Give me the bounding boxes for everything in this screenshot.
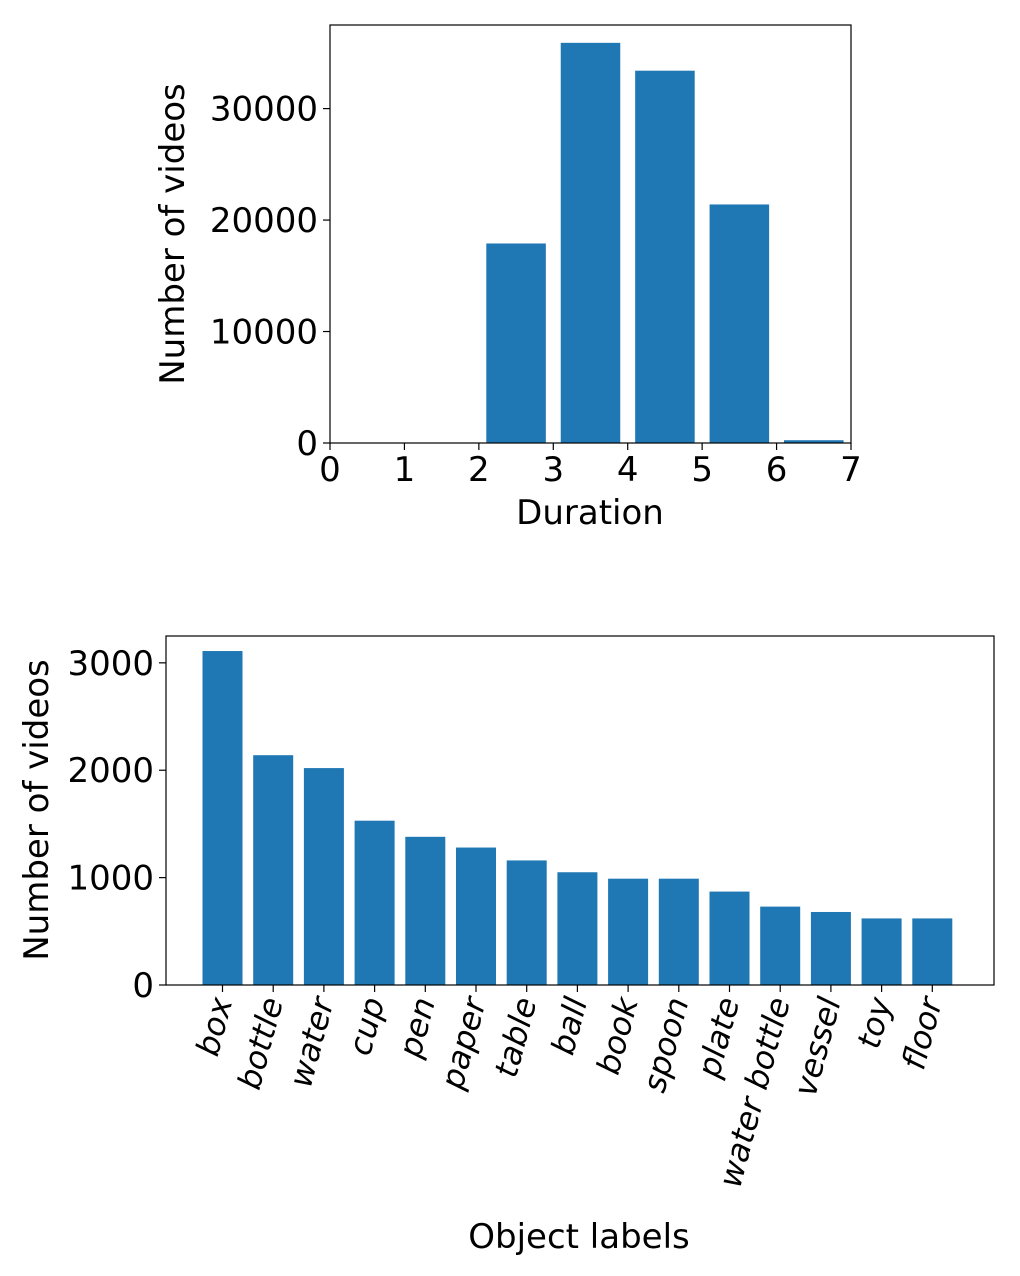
duration-y-axis-label: Number of videos bbox=[153, 83, 193, 385]
object-label-y-ticks: 0 1000 2000 3000 bbox=[67, 644, 166, 1006]
object-x-tick-label-floor: floor bbox=[894, 991, 950, 1073]
object-bar-water bbox=[303, 768, 344, 985]
object-bar-paper bbox=[456, 847, 496, 985]
duration-bar-5-6 bbox=[709, 204, 770, 443]
duration-x-tick-label: 6 bbox=[766, 450, 788, 490]
object-y-tick-label: 2000 bbox=[67, 751, 154, 791]
object-x-tick-label-table: table bbox=[487, 993, 545, 1081]
object-labels-x-axis-label: Object labels bbox=[468, 1217, 689, 1257]
object-bar-vessel bbox=[810, 911, 851, 985]
duration-x-tick-label: 0 bbox=[319, 450, 341, 490]
object-y-tick-label: 0 bbox=[132, 966, 154, 1006]
object-y-tick-label: 1000 bbox=[67, 859, 154, 899]
duration-y-tick-label: 20000 bbox=[210, 201, 318, 241]
duration-y-tick-label: 30000 bbox=[210, 90, 318, 130]
object-label-bars bbox=[202, 651, 953, 985]
object-bar-cup bbox=[354, 820, 395, 985]
duration-x-tick-label: 2 bbox=[468, 450, 490, 490]
object-bar-box bbox=[202, 651, 243, 985]
object-y-tick-label: 3000 bbox=[67, 644, 154, 684]
duration-bar-4-5 bbox=[635, 70, 695, 444]
object-x-tick-label-pen: pen bbox=[390, 993, 443, 1062]
object-x-tick-label-box: box bbox=[188, 992, 240, 1060]
duration-x-tick-label: 5 bbox=[691, 450, 713, 490]
duration-plot-frame bbox=[329, 24, 852, 444]
object-bar-spoon bbox=[658, 878, 699, 985]
object-labels-y-axis-label: Number of videos bbox=[17, 659, 57, 961]
duration-x-axis-label: Duration bbox=[516, 493, 664, 533]
object-x-tick-label-cup: cup bbox=[341, 993, 393, 1059]
object-x-tick-label-plate: plate bbox=[689, 993, 747, 1082]
duration-x-tick-label: 7 bbox=[840, 450, 862, 490]
object-bar-pen bbox=[405, 836, 446, 985]
object-x-tick-label-ball: ball bbox=[543, 993, 595, 1059]
duration-y-tick-label: 10000 bbox=[210, 313, 318, 353]
object-x-tick-label-water: water bbox=[281, 991, 342, 1091]
duration-bar-6-7 bbox=[784, 440, 844, 443]
duration-y-ticks: 0 10000 20000 30000 bbox=[210, 90, 330, 464]
object-labels-chart: 0 1000 2000 3000 boxbottlewatercuppenpapert… bbox=[17, 635, 995, 1257]
object-bar-plate bbox=[709, 891, 750, 985]
object-labels-plot-frame bbox=[165, 635, 995, 986]
duration-x-tick-label: 1 bbox=[394, 450, 416, 490]
duration-bar-3-4 bbox=[560, 42, 621, 444]
duration-x-tick-label: 3 bbox=[542, 450, 564, 490]
duration-y-tick-label: 0 bbox=[296, 424, 318, 464]
duration-bar-2-3 bbox=[486, 243, 546, 443]
duration-chart: 0 10000 20000 30000 0 1 2 3 4 5 6 7 Duration Numbe… bbox=[153, 24, 862, 533]
duration-x-tick-label: 4 bbox=[617, 450, 639, 490]
object-x-tick-label-toy: toy bbox=[849, 992, 899, 1052]
object-bar-ball bbox=[557, 872, 598, 985]
duration-x-ticks: 0 1 2 3 4 5 6 7 bbox=[319, 443, 862, 490]
object-bar-book bbox=[608, 878, 649, 985]
duration-bars bbox=[486, 42, 844, 444]
object-x-tick-label-book: book bbox=[589, 992, 646, 1079]
object-bar-table bbox=[506, 860, 547, 985]
object-bar-toy bbox=[861, 918, 902, 985]
object-bar-bottle bbox=[253, 755, 294, 985]
object-bar-water-bottle bbox=[760, 906, 801, 985]
object-bar-floor bbox=[912, 918, 953, 985]
